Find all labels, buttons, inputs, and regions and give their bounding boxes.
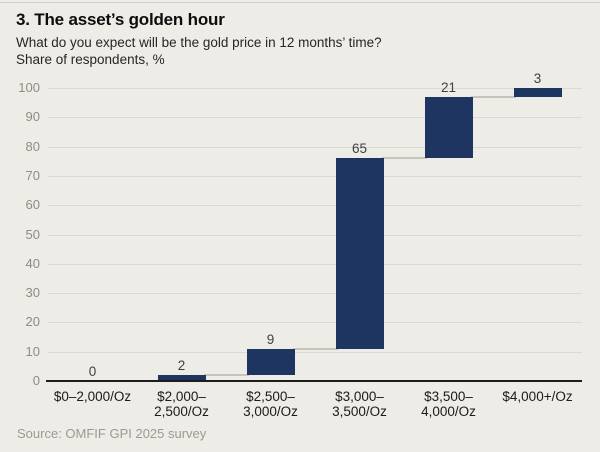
x-axis-tick-line: 3,500/Oz bbox=[332, 404, 387, 419]
x-axis-line bbox=[46, 380, 582, 382]
y-axis-tick-label: 100 bbox=[18, 80, 40, 95]
x-axis-tick-label: $3,000– 3,500/Oz bbox=[305, 389, 415, 419]
gridline bbox=[48, 88, 582, 89]
y-axis-tick-label: 40 bbox=[25, 255, 40, 271]
x-axis-tick-label: $2,000– 2,500/Oz bbox=[127, 389, 237, 419]
chart-question: What do you expect will be the gold pric… bbox=[16, 35, 382, 50]
x-axis-tick-label: $0–2,000/Oz bbox=[38, 389, 148, 404]
gridline bbox=[48, 293, 582, 295]
waterfall-connector bbox=[470, 95, 516, 98]
x-axis-tick-label: $3,500– 4,000/Oz bbox=[394, 389, 504, 419]
gridline bbox=[48, 351, 582, 353]
waterfall-bar bbox=[513, 88, 562, 97]
chart-title: 3. The asset’s golden hour bbox=[16, 10, 225, 29]
y-axis-tick-label: 0 bbox=[32, 373, 40, 388]
bar-value-label: 3 bbox=[533, 71, 542, 86]
x-axis-tick-line: $4,000+/Oz bbox=[502, 389, 573, 404]
waterfall-bar bbox=[424, 96, 473, 159]
x-axis-tick-line: $3,000– bbox=[335, 389, 384, 404]
bar-value-label: 21 bbox=[440, 79, 457, 95]
source-note: Source: OMFIF GPI 2025 survey bbox=[17, 426, 207, 441]
chart-units: Share of respondents, % bbox=[16, 52, 165, 67]
y-axis-tick-label: 10 bbox=[25, 343, 40, 359]
waterfall-bar bbox=[246, 348, 295, 376]
waterfall-bar bbox=[157, 375, 206, 381]
y-axis-tick-label: 20 bbox=[25, 314, 40, 330]
bar-value-label: 0 bbox=[88, 364, 97, 379]
y-axis-tick-label: 70 bbox=[25, 167, 40, 183]
gridline bbox=[48, 175, 582, 177]
chart-subtitle: What do you expect will be the gold pric… bbox=[16, 34, 382, 68]
waterfall-connector bbox=[381, 157, 427, 160]
x-axis-tick-line: $3,500– bbox=[424, 389, 473, 404]
x-axis-tick-line: 2,500/Oz bbox=[154, 404, 209, 419]
waterfall-bar bbox=[335, 158, 384, 349]
gridline bbox=[48, 117, 582, 119]
waterfall-connector bbox=[292, 347, 338, 350]
y-axis-tick-label: 30 bbox=[25, 285, 40, 301]
gridline bbox=[48, 205, 582, 207]
x-axis-tick-line: $2,000– bbox=[157, 389, 206, 404]
x-axis-tick-line: $0–2,000/Oz bbox=[53, 389, 132, 404]
x-axis-tick-line: 3,000/Oz bbox=[243, 404, 298, 419]
bar-value-label: 65 bbox=[351, 141, 368, 157]
bar-value-label: 2 bbox=[177, 358, 186, 374]
gridline bbox=[48, 263, 582, 265]
top-rule bbox=[0, 2, 600, 3]
x-axis-tick-label: $2,500– 3,000/Oz bbox=[216, 389, 326, 419]
y-axis-tick-label: 80 bbox=[25, 138, 40, 154]
gridline bbox=[48, 322, 582, 324]
gridline bbox=[48, 146, 582, 148]
y-axis-tick-label: 50 bbox=[25, 226, 40, 242]
gridline bbox=[48, 234, 582, 236]
y-axis-tick-label: 60 bbox=[25, 197, 40, 213]
waterfall-connector bbox=[203, 374, 249, 377]
x-axis-tick-line: $2,500– bbox=[246, 389, 295, 404]
bar-value-label: 9 bbox=[266, 331, 275, 347]
y-axis-tick-label: 90 bbox=[25, 109, 40, 125]
x-axis-tick-label: $4,000+/Oz bbox=[483, 389, 593, 404]
x-axis-tick-line: 4,000/Oz bbox=[421, 404, 476, 419]
